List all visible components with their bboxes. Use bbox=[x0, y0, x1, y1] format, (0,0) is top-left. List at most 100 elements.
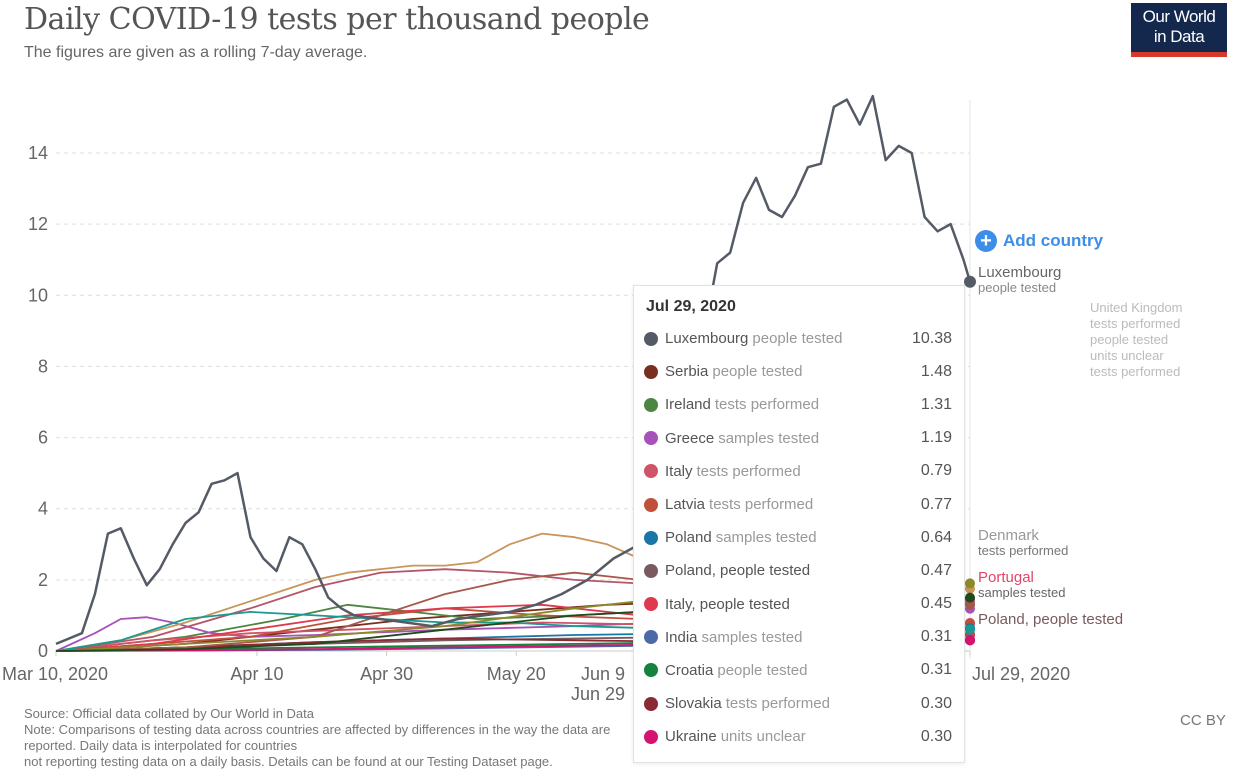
tooltip-row: Ukraine units unclear 0.30 bbox=[644, 720, 952, 753]
tooltip-value: 10.38 bbox=[911, 329, 952, 347]
y-tick-label: 0 bbox=[38, 641, 48, 661]
x-tick-label: Apr 10 bbox=[230, 664, 283, 684]
series-color-dot-icon bbox=[644, 431, 658, 446]
logo-line-1: Our World bbox=[1142, 7, 1216, 26]
faded-end-labels: United Kingdom tests performed people te… bbox=[1090, 300, 1240, 380]
tooltip-value: 0.64 bbox=[920, 528, 952, 546]
x-tick-label: Mar 10, 2020 bbox=[2, 664, 108, 684]
ghost-label-uk: United Kingdom bbox=[1090, 300, 1183, 315]
note-line-2: not reporting testing data on a daily ba… bbox=[24, 754, 553, 769]
chart-title: Daily COVID-19 tests per thousand people bbox=[24, 2, 650, 37]
source-text: Source: Official data collated by Our Wo… bbox=[24, 706, 314, 721]
end-label-country: Portugal bbox=[978, 569, 1034, 586]
tooltip-row: Ireland tests performed 1.31 bbox=[644, 388, 952, 421]
series-end-marker bbox=[964, 275, 976, 288]
tooltip-row: Italy tests performed 0.79 bbox=[644, 455, 952, 488]
end-label-portugal[interactable]: Portugal samples tested bbox=[978, 570, 1065, 600]
tooltip-country: Slovakia bbox=[665, 695, 722, 713]
x-tick-label: Jun 9 bbox=[581, 664, 625, 684]
end-label-metric: people tested bbox=[978, 280, 1057, 295]
tooltip-metric: samples tested bbox=[718, 429, 820, 447]
ghost-label-people: people tested bbox=[1090, 332, 1169, 347]
series-line-luxembourg-people-tested bbox=[55, 94, 972, 646]
series-end-marker bbox=[965, 578, 975, 589]
tooltip-metric: people tested bbox=[752, 330, 843, 348]
tooltip-metric: tests performed bbox=[709, 496, 814, 514]
tooltip-row: Serbia people tested 1.48 bbox=[644, 355, 952, 388]
tooltip-country: Latvia bbox=[665, 496, 706, 514]
tooltip-row: Slovakia tests performed 0.30 bbox=[644, 687, 952, 720]
footer-notes: Source: Official data collated by Our Wo… bbox=[24, 706, 624, 770]
y-tick-label: 8 bbox=[38, 356, 48, 376]
tooltip-row: India samples tested 0.31 bbox=[644, 621, 952, 654]
y-tick-label: 6 bbox=[38, 428, 48, 448]
logo-line-2: in Data bbox=[1153, 27, 1205, 46]
series-end-marker bbox=[965, 624, 975, 635]
end-label-poland[interactable]: Poland, people tested bbox=[978, 612, 1123, 628]
series-color-dot-icon bbox=[644, 729, 658, 744]
y-tick-label: 2 bbox=[38, 570, 48, 590]
plus-circle-icon: + bbox=[975, 230, 997, 252]
series-color-dot-icon bbox=[644, 464, 658, 479]
tooltip-value: 0.30 bbox=[920, 727, 952, 745]
tooltip-row: Poland, people tested 0.47 bbox=[644, 554, 952, 587]
tooltip-value: 1.48 bbox=[920, 362, 952, 380]
series-color-dot-icon bbox=[644, 530, 658, 545]
end-label-country: Poland, people tested bbox=[978, 611, 1124, 628]
tooltip-row: Poland samples tested 0.64 bbox=[644, 521, 952, 554]
tooltip-row: Croatia people tested 0.31 bbox=[644, 654, 952, 687]
end-label-country: Denmark bbox=[978, 527, 1039, 544]
tooltip-country: Serbia bbox=[665, 363, 709, 381]
owid-logo[interactable]: Our World in Data bbox=[1131, 3, 1227, 57]
add-country-button[interactable]: + Add country bbox=[975, 230, 1103, 252]
tooltip-rows: Luxembourg people tested 10.38 Serbia people… bbox=[644, 322, 952, 753]
series-color-dot-icon bbox=[644, 364, 658, 379]
x-tick-label: Apr 30 bbox=[360, 664, 413, 684]
tooltip-country: Luxembourg bbox=[665, 330, 749, 348]
tooltip-row: Latvia tests performed 0.77 bbox=[644, 488, 952, 521]
tooltip-metric: samples tested bbox=[715, 529, 817, 547]
series-end-marker bbox=[965, 599, 975, 610]
y-tick-label: 14 bbox=[28, 143, 48, 163]
tooltip-metric: people tested bbox=[712, 363, 803, 381]
tooltip-country: India bbox=[665, 628, 698, 646]
series-color-dot-icon bbox=[644, 563, 658, 578]
tooltip-row: Italy, people tested 0.45 bbox=[644, 588, 952, 621]
series-color-dot-icon bbox=[644, 696, 658, 711]
series-color-dot-icon bbox=[644, 497, 658, 512]
tooltip-metric: tests performed bbox=[714, 396, 820, 414]
tooltip-row: Greece samples tested 1.19 bbox=[644, 422, 952, 455]
tooltip-country: Poland bbox=[665, 529, 712, 547]
tooltip-country: Poland, people tested bbox=[665, 562, 811, 580]
end-label-denmark[interactable]: Denmark tests performed bbox=[978, 528, 1068, 558]
tooltip: Jul 29, 2020 Luxembourg people tested 10.3… bbox=[633, 285, 965, 763]
y-tick-label: 12 bbox=[28, 214, 48, 234]
x-tick-label: Jun 29 bbox=[571, 684, 625, 700]
tooltip-value: 1.19 bbox=[920, 429, 952, 447]
tooltip-country: Ireland bbox=[665, 396, 711, 414]
tooltip-country: Italy bbox=[665, 462, 693, 480]
series-color-dot-icon bbox=[644, 331, 658, 346]
tooltip-value: 0.47 bbox=[920, 561, 952, 579]
tooltip-value: 0.31 bbox=[920, 628, 952, 646]
tooltip-country: Italy, people tested bbox=[665, 595, 790, 613]
series-color-dot-icon bbox=[644, 663, 658, 678]
license-label[interactable]: CC BY bbox=[1180, 712, 1226, 729]
end-label-luxembourg[interactable]: Luxembourg people tested bbox=[978, 265, 1061, 295]
series-end-marker bbox=[965, 635, 975, 646]
tooltip-value: 0.31 bbox=[920, 661, 952, 679]
tooltip-value: 0.45 bbox=[920, 595, 952, 613]
tooltip-metric: people tested bbox=[717, 661, 808, 679]
end-markers bbox=[964, 275, 976, 646]
end-label-country: Luxembourg bbox=[978, 264, 1062, 281]
tooltip-value: 1.31 bbox=[920, 395, 952, 413]
series-color-dot-icon bbox=[644, 397, 658, 412]
tooltip-value: 0.77 bbox=[920, 495, 952, 513]
series-color-dot-icon bbox=[644, 597, 658, 612]
end-label-metric: samples tested bbox=[978, 585, 1066, 600]
tooltip-date: Jul 29, 2020 bbox=[646, 298, 736, 315]
series-color-dot-icon bbox=[644, 630, 658, 645]
tooltip-metric: tests performed bbox=[696, 462, 801, 480]
ghost-label-units: units unclear bbox=[1090, 348, 1164, 363]
